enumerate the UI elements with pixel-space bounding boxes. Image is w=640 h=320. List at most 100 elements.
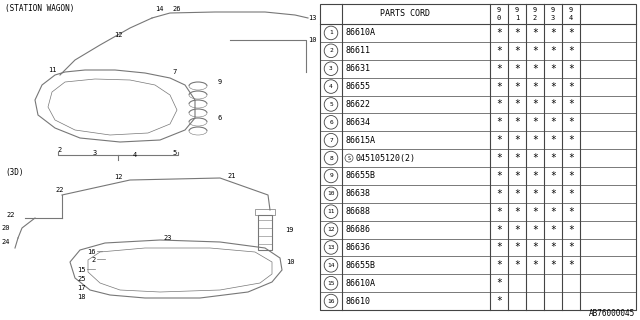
Text: *: * xyxy=(532,117,538,127)
Text: *: * xyxy=(550,207,556,217)
Text: 86631: 86631 xyxy=(345,64,370,73)
Text: *: * xyxy=(568,100,574,109)
Text: *: * xyxy=(550,153,556,163)
Text: 86655B: 86655B xyxy=(345,261,375,270)
Text: *: * xyxy=(496,296,502,306)
Text: 13: 13 xyxy=(308,15,317,21)
Text: 22: 22 xyxy=(6,212,15,218)
Text: 2: 2 xyxy=(533,15,537,21)
Text: *: * xyxy=(550,100,556,109)
Text: 2: 2 xyxy=(92,257,96,263)
Text: (STATION WAGON): (STATION WAGON) xyxy=(5,4,74,12)
Text: 26: 26 xyxy=(172,6,180,12)
Text: 11: 11 xyxy=(49,67,57,73)
Text: 86688: 86688 xyxy=(345,207,370,216)
Text: *: * xyxy=(532,243,538,252)
Text: 15: 15 xyxy=(77,267,86,273)
Text: 6: 6 xyxy=(218,115,222,121)
Text: 10: 10 xyxy=(308,37,317,43)
Text: 9: 9 xyxy=(329,173,333,179)
Text: *: * xyxy=(532,135,538,145)
Text: *: * xyxy=(496,64,502,74)
Text: *: * xyxy=(550,135,556,145)
Text: *: * xyxy=(514,117,520,127)
Text: 2: 2 xyxy=(58,147,62,153)
Text: *: * xyxy=(496,28,502,38)
Text: *: * xyxy=(496,225,502,235)
Text: *: * xyxy=(514,189,520,199)
Text: *: * xyxy=(532,225,538,235)
Text: 24: 24 xyxy=(1,239,10,245)
Text: 4: 4 xyxy=(329,84,333,89)
Text: *: * xyxy=(514,171,520,181)
Text: *: * xyxy=(514,207,520,217)
Text: *: * xyxy=(532,82,538,92)
Text: 20: 20 xyxy=(1,225,10,231)
Text: 3: 3 xyxy=(93,150,97,156)
Text: 86615A: 86615A xyxy=(345,136,375,145)
Text: *: * xyxy=(568,171,574,181)
Text: 12: 12 xyxy=(114,32,122,38)
Text: *: * xyxy=(568,189,574,199)
Text: 86610A: 86610A xyxy=(345,279,375,288)
Text: 9: 9 xyxy=(515,7,519,12)
Text: 7: 7 xyxy=(173,69,177,75)
Text: AB76000045: AB76000045 xyxy=(589,309,635,318)
Text: 2: 2 xyxy=(329,48,333,53)
Text: *: * xyxy=(568,117,574,127)
Text: *: * xyxy=(532,100,538,109)
Text: 86686: 86686 xyxy=(345,225,370,234)
Bar xyxy=(255,209,275,215)
Text: 3: 3 xyxy=(551,15,555,21)
Text: *: * xyxy=(514,46,520,56)
Text: *: * xyxy=(532,46,538,56)
Text: 16: 16 xyxy=(88,249,96,255)
Text: 14: 14 xyxy=(327,263,335,268)
Text: 16: 16 xyxy=(327,299,335,304)
Text: 1: 1 xyxy=(515,15,519,21)
Text: 86636: 86636 xyxy=(345,243,370,252)
Text: *: * xyxy=(550,225,556,235)
Text: *: * xyxy=(496,153,502,163)
Text: *: * xyxy=(568,207,574,217)
Text: 9: 9 xyxy=(551,7,555,12)
Text: 17: 17 xyxy=(77,285,86,291)
Text: 4: 4 xyxy=(133,152,137,158)
Text: 1: 1 xyxy=(329,30,333,36)
Text: *: * xyxy=(496,46,502,56)
Text: *: * xyxy=(568,46,574,56)
Text: 8: 8 xyxy=(329,156,333,161)
Text: S: S xyxy=(348,156,351,161)
Text: (3D): (3D) xyxy=(5,167,24,177)
Text: 86622: 86622 xyxy=(345,100,370,109)
Text: 12: 12 xyxy=(327,227,335,232)
Text: *: * xyxy=(496,189,502,199)
Bar xyxy=(258,215,272,250)
Text: 86610: 86610 xyxy=(345,297,370,306)
Text: *: * xyxy=(532,153,538,163)
Text: 86634: 86634 xyxy=(345,118,370,127)
Text: *: * xyxy=(532,207,538,217)
Text: *: * xyxy=(532,64,538,74)
Text: *: * xyxy=(568,28,574,38)
Text: 5: 5 xyxy=(173,150,177,156)
Text: 23: 23 xyxy=(164,235,172,241)
Text: 11: 11 xyxy=(327,209,335,214)
Bar xyxy=(320,4,636,310)
Text: *: * xyxy=(568,82,574,92)
Text: *: * xyxy=(496,207,502,217)
Text: 86655B: 86655B xyxy=(345,172,375,180)
Text: 21: 21 xyxy=(228,173,236,179)
Text: *: * xyxy=(514,225,520,235)
Text: *: * xyxy=(514,153,520,163)
Text: *: * xyxy=(568,64,574,74)
Text: PARTS CORD: PARTS CORD xyxy=(380,10,430,19)
Text: 4: 4 xyxy=(569,15,573,21)
Text: *: * xyxy=(496,243,502,252)
Text: *: * xyxy=(514,135,520,145)
Text: *: * xyxy=(550,260,556,270)
Text: 12: 12 xyxy=(114,174,122,180)
Text: *: * xyxy=(550,171,556,181)
Text: 25: 25 xyxy=(77,276,86,282)
Text: 19: 19 xyxy=(285,227,294,233)
